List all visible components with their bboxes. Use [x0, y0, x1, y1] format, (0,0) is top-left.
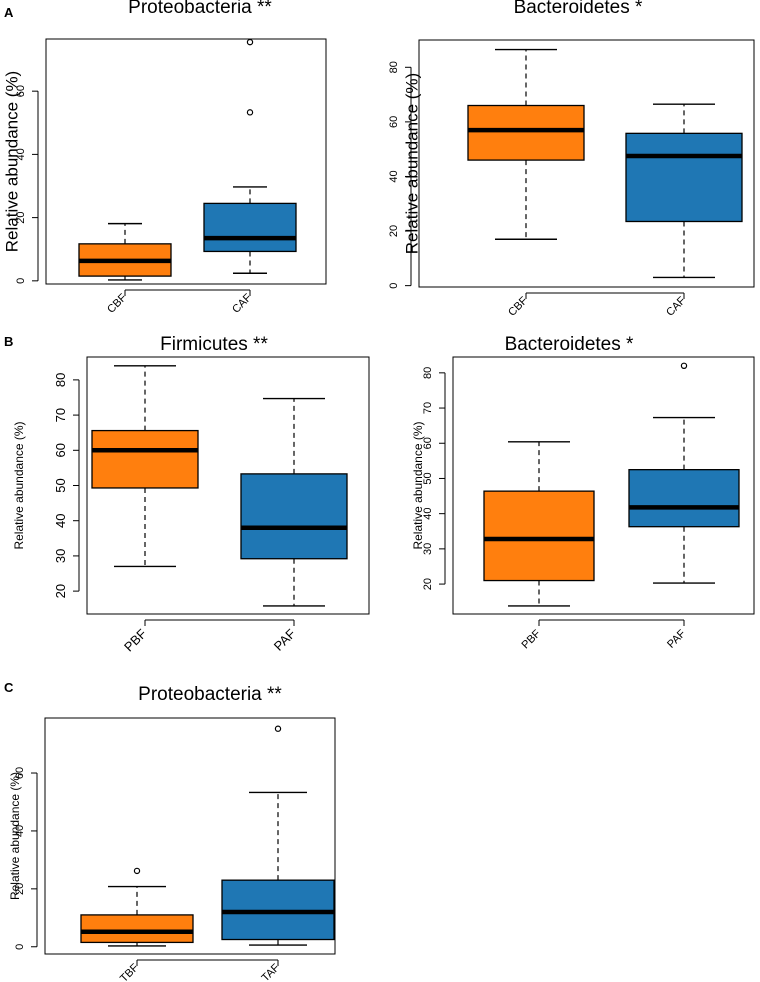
chart-title: Bacteroidetes * [514, 0, 643, 18]
x-tick-label: CAF [664, 294, 688, 318]
y-tick-label: 0 [14, 944, 26, 950]
x-tick-label: TAF [260, 961, 283, 982]
y-axis-label: Relative abundance (%) [12, 421, 26, 549]
plot-frame [452, 356, 755, 615]
y-tick-label: 60 [14, 767, 26, 779]
chart-1: Proteobacteria ** Relative abundance (%) 0… [2, 0, 327, 316]
y-tick-label: 20 [15, 211, 27, 223]
chart-5: Proteobacteria ** Relative abundance (%) 0… [8, 684, 336, 982]
iqr-box [467, 104, 585, 161]
y-axis-label: Relative abundance (%) [411, 421, 425, 549]
box-pbf [483, 441, 595, 607]
chart-2: Bacteroidetes * Relative abundance (%) 0 20… [388, 0, 755, 319]
box-paf [240, 397, 348, 607]
y-tick-label: 70 [422, 402, 434, 414]
y-tick-label: 50 [53, 478, 68, 492]
y-tick-label: 60 [15, 85, 27, 97]
iqr-box [203, 202, 297, 253]
y-tick-label: 30 [53, 549, 68, 563]
y-tick-label: 40 [14, 825, 26, 837]
y-tick-label: 40 [53, 513, 68, 527]
x-tick-label: PBF [520, 628, 544, 652]
iqr-box [80, 914, 194, 944]
box-pbf [91, 365, 199, 568]
y-axis-label: Relative abundance (%) [8, 772, 22, 900]
y-tick-label: 20 [53, 584, 68, 598]
y-tick-label: 60 [53, 443, 68, 457]
chart-title: Firmicutes ** [160, 334, 268, 355]
box-paf [628, 362, 740, 584]
y-tick-label: 60 [422, 437, 434, 449]
x-tick-label: CBF [105, 291, 129, 315]
x-tick-label: TBF [118, 961, 141, 982]
y-tick-label: 40 [422, 508, 434, 520]
box-caf [203, 38, 297, 274]
box-tbf [80, 867, 194, 947]
y-tick-label: 20 [422, 578, 434, 590]
y-tick-label: 70 [53, 408, 68, 422]
chart-3: Firmicutes ** Relative abundance (%) 20 30 4… [12, 334, 370, 655]
box-caf [625, 103, 743, 279]
panel-letter-b: B [4, 334, 13, 349]
outlier-point [246, 38, 254, 46]
chart-4: Bacteroidetes * Relative abundance (%) 20 3… [411, 334, 755, 652]
outlier-point [274, 725, 282, 732]
x-tick-label: PAF [665, 627, 688, 650]
y-tick-label: 60 [388, 116, 400, 128]
x-tick-label: CAF [230, 291, 254, 315]
plot-frame [86, 356, 370, 615]
x-tick-label: PAF [271, 626, 299, 654]
box-cbf [467, 48, 585, 240]
iqr-box [91, 429, 199, 489]
y-tick-label: 50 [422, 472, 434, 484]
panel-letter-c: C [4, 680, 14, 695]
box-taf [221, 725, 335, 946]
y-tick-label: 80 [422, 367, 434, 379]
y-tick-label: 40 [388, 170, 400, 182]
chart-title: Proteobacteria ** [138, 684, 282, 705]
x-tick-label: CBF [506, 294, 530, 318]
y-tick-label: 0 [388, 283, 400, 289]
y-tick-label: 0 [15, 278, 27, 284]
outlier-point [133, 867, 141, 875]
iqr-box [240, 473, 348, 560]
plot-frame [418, 39, 755, 288]
outlier-point [680, 362, 688, 370]
plot-frame [44, 717, 336, 955]
iqr-box [483, 490, 595, 582]
y-tick-label: 80 [53, 373, 68, 387]
iqr-box [625, 132, 743, 223]
y-tick-label: 20 [14, 883, 26, 895]
box-cbf [78, 222, 172, 281]
y-tick-label: 40 [15, 148, 27, 160]
y-axis-label: Relative abundance (%) [402, 73, 421, 254]
panel-letter-a: A [4, 5, 14, 20]
chart-title: Proteobacteria ** [128, 0, 272, 18]
iqr-box [628, 469, 740, 528]
y-tick-label: 30 [422, 543, 434, 555]
y-tick-label: 20 [388, 225, 400, 237]
outlier-point [246, 109, 254, 116]
y-axis-label: Relative abundance (%) [2, 71, 21, 252]
y-tick-label: 80 [388, 61, 400, 73]
plot-frame [45, 38, 327, 285]
chart-title: Bacteroidetes * [505, 334, 634, 355]
x-tick-label: PBF [121, 626, 150, 655]
